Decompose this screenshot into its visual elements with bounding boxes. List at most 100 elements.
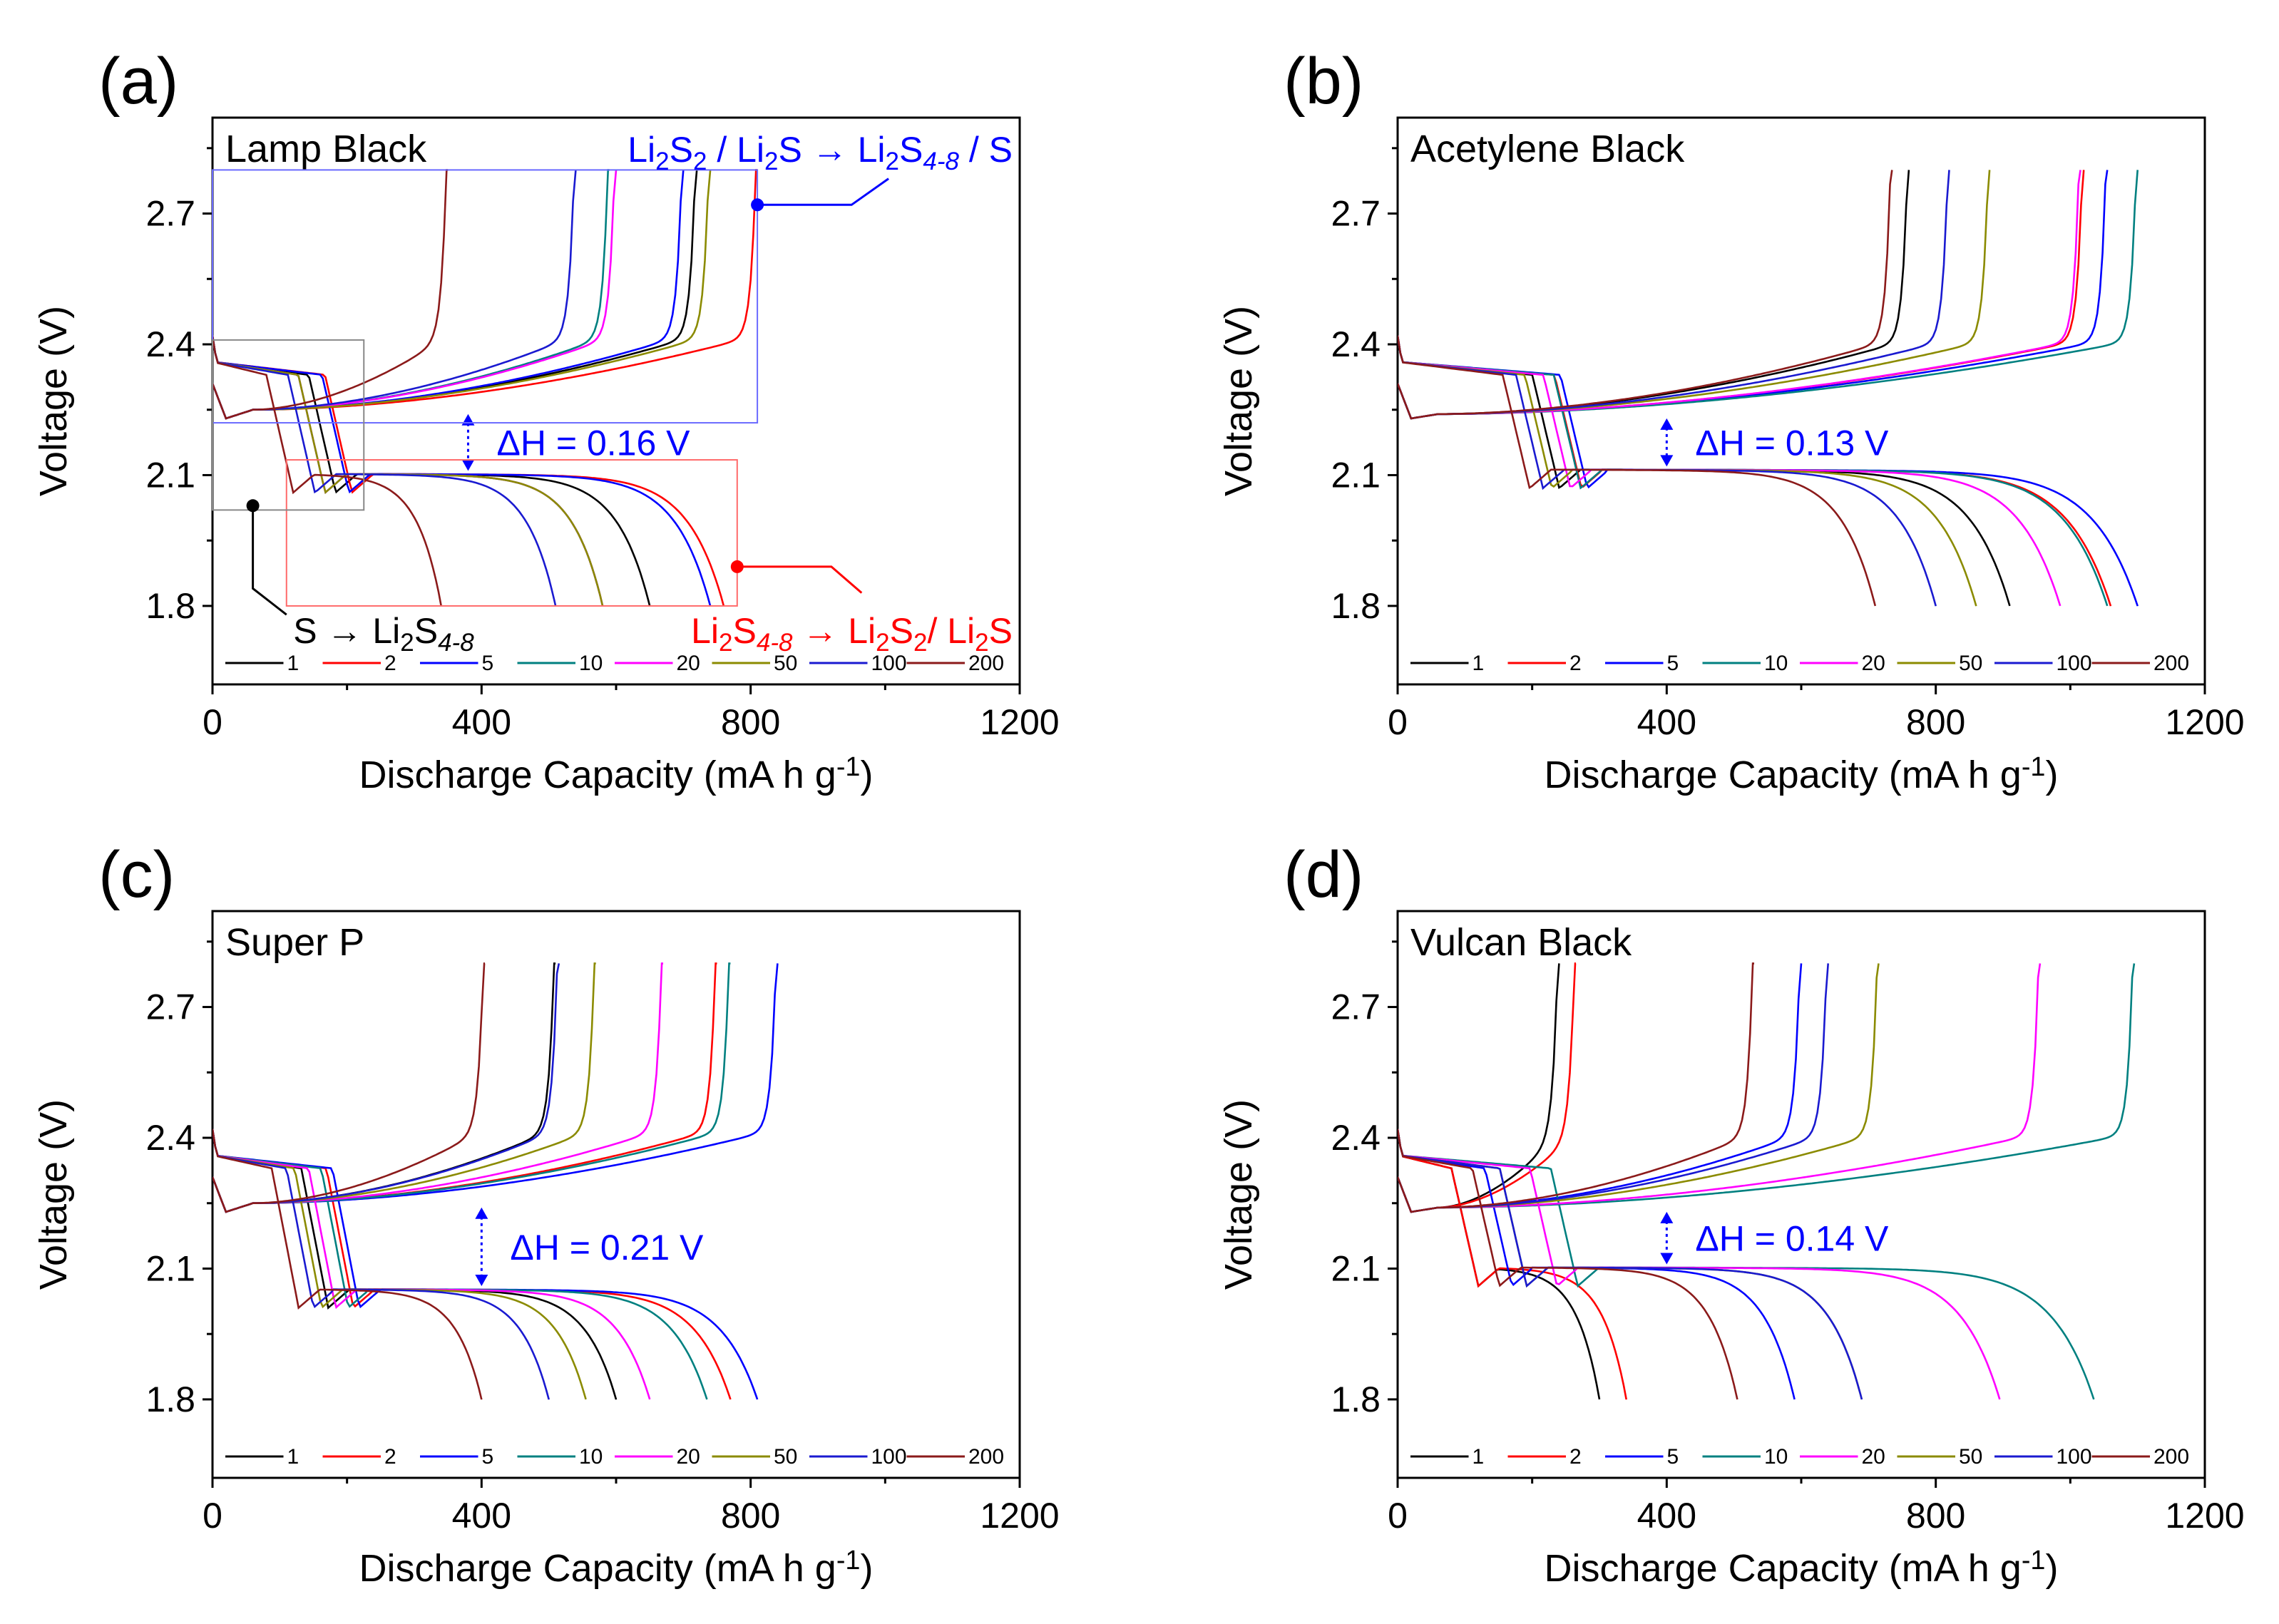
- discharge-curve-1: [1398, 1129, 1601, 1400]
- x-tick-label: 1200: [2165, 1496, 2244, 1536]
- x-tick-label: 800: [721, 1496, 780, 1536]
- legend-label-100: 100: [871, 1445, 907, 1469]
- legend-label-20: 20: [677, 652, 700, 675]
- y-tick-label: 1.8: [1331, 1379, 1381, 1419]
- legend-label-200: 200: [968, 652, 1004, 675]
- panel-title: Acetylene Black: [1410, 128, 1685, 170]
- plot-frame: [211, 116, 1021, 686]
- discharge-curve-200: [212, 1129, 483, 1400]
- legend-label-200: 200: [2153, 652, 2189, 675]
- charge-curve-100: [212, 963, 560, 1213]
- legend-label-5: 5: [1667, 652, 1679, 675]
- y-tick-label: 2.4: [1331, 1118, 1381, 1158]
- legend-label-20: 20: [1862, 1445, 1885, 1469]
- charge-curve-200: [212, 169, 449, 420]
- legend-label-5: 5: [1667, 1445, 1679, 1469]
- charge-curve-200: [1398, 962, 1754, 1213]
- delta-h-arrowhead-bottom: [461, 459, 475, 471]
- y-tick-label: 2.1: [1331, 455, 1381, 495]
- discharge-curve-20: [1398, 1129, 2001, 1400]
- legend-label-200: 200: [968, 1445, 1004, 1469]
- discharge-region-box: [285, 459, 738, 607]
- y-axis-label: Voltage (V): [32, 306, 75, 496]
- charge-curve-1: [212, 962, 556, 1213]
- y-tick-label: 1.8: [1331, 586, 1381, 626]
- legend-label-2: 2: [384, 652, 396, 675]
- legend-label-50: 50: [1959, 652, 1982, 675]
- x-tick-label: 400: [452, 702, 511, 742]
- y-tick-label: 2.4: [1331, 324, 1381, 364]
- legend-label-2: 2: [1569, 1445, 1582, 1469]
- curves: [212, 962, 779, 1400]
- panel-letter: (c): [98, 838, 175, 911]
- x-tick-label: 800: [1906, 702, 1965, 742]
- delta-h-label: ΔH = 0.13 V: [1695, 423, 1889, 463]
- delta-h-arrowhead-top: [475, 1207, 488, 1219]
- x-tick-label: 0: [203, 1496, 222, 1536]
- panel-title: Lamp Black: [225, 128, 427, 170]
- y-tick-label: 2.7: [145, 194, 195, 234]
- discharge-annotation: Li2S4-8 → Li2S2/ Li2S: [691, 611, 1013, 657]
- panel-title: Super P: [225, 921, 364, 964]
- curves: [1398, 962, 2136, 1400]
- y-tick-label: 2.4: [145, 1118, 195, 1158]
- charge-curve-10: [1398, 963, 2136, 1213]
- x-axis-label: Discharge Capacity (mA h g-1): [1545, 752, 2059, 796]
- charge-region-box: [212, 169, 759, 424]
- legend-label-200: 200: [2153, 1445, 2189, 1469]
- legend-label-100: 100: [2057, 652, 2092, 675]
- x-axis-label: Discharge Capacity (mA h g-1): [1545, 1546, 2059, 1590]
- discharge-curve-5: [1398, 1129, 1796, 1400]
- x-tick-label: 400: [452, 1496, 511, 1536]
- charge-curve-20: [1398, 963, 2042, 1213]
- discharge-curve-100: [1398, 1129, 1863, 1400]
- discharge-leader: [737, 565, 863, 594]
- discharge-curve-100: [212, 1129, 550, 1400]
- delta-h-label: ΔH = 0.21 V: [510, 1228, 704, 1268]
- legend-label-50: 50: [1959, 1445, 1982, 1469]
- legend-label-10: 10: [1764, 652, 1788, 675]
- legend-label-2: 2: [1569, 652, 1582, 675]
- legend-label-50: 50: [774, 652, 797, 675]
- y-tick-label: 2.7: [145, 987, 195, 1027]
- charge-curve-1: [1398, 963, 1560, 1213]
- charge-leader: [757, 178, 889, 206]
- panel-title: Vulcan Black: [1410, 921, 1632, 964]
- x-tick-label: 1200: [2165, 702, 2244, 742]
- y-tick-label: 2.1: [145, 1248, 195, 1288]
- legend-label-50: 50: [774, 1445, 797, 1469]
- plot-frame: [1396, 910, 2206, 1479]
- plot-frame: [1396, 116, 2206, 686]
- legend-label-10: 10: [1764, 1445, 1788, 1469]
- panel-letter: (d): [1284, 838, 1363, 911]
- legend-label-1: 1: [287, 652, 299, 675]
- legend-label-1: 1: [1473, 1445, 1485, 1469]
- discharge-curve-200: [1398, 335, 1877, 607]
- x-tick-label: 1200: [980, 1496, 1059, 1536]
- charge-curve-20: [212, 170, 618, 420]
- legend-label-20: 20: [677, 1445, 700, 1469]
- y-tick-label: 1.8: [145, 586, 195, 626]
- charge-curve-5: [1398, 963, 1803, 1213]
- legend-label-100: 100: [871, 652, 907, 675]
- delta-h-label: ΔH = 0.14 V: [1695, 1219, 1889, 1259]
- y-tick-label: 2.7: [1331, 987, 1381, 1027]
- delta-h-arrowhead-top: [1660, 1211, 1674, 1223]
- y-tick-label: 2.4: [145, 324, 195, 364]
- x-tick-label: 400: [1637, 1496, 1696, 1536]
- curves: [212, 169, 758, 607]
- legend-label-100: 100: [2057, 1445, 2092, 1469]
- charge-curve-200: [212, 962, 486, 1213]
- delta-h-arrowhead-bottom: [1660, 1253, 1674, 1265]
- legend-label-10: 10: [579, 1445, 603, 1469]
- panel-letter: (b): [1284, 45, 1363, 118]
- delta-h-arrowhead-top: [1660, 418, 1674, 430]
- charge-curve-1: [1398, 170, 1910, 420]
- charge-annotation: Li2S2 / Li2S → Li2S4-8 / S: [628, 130, 1013, 175]
- discharge-curve-50: [1398, 1129, 1863, 1400]
- legend-label-20: 20: [1862, 652, 1885, 675]
- y-tick-label: 2.7: [1331, 194, 1381, 234]
- delta-h-arrowhead-bottom: [475, 1275, 488, 1287]
